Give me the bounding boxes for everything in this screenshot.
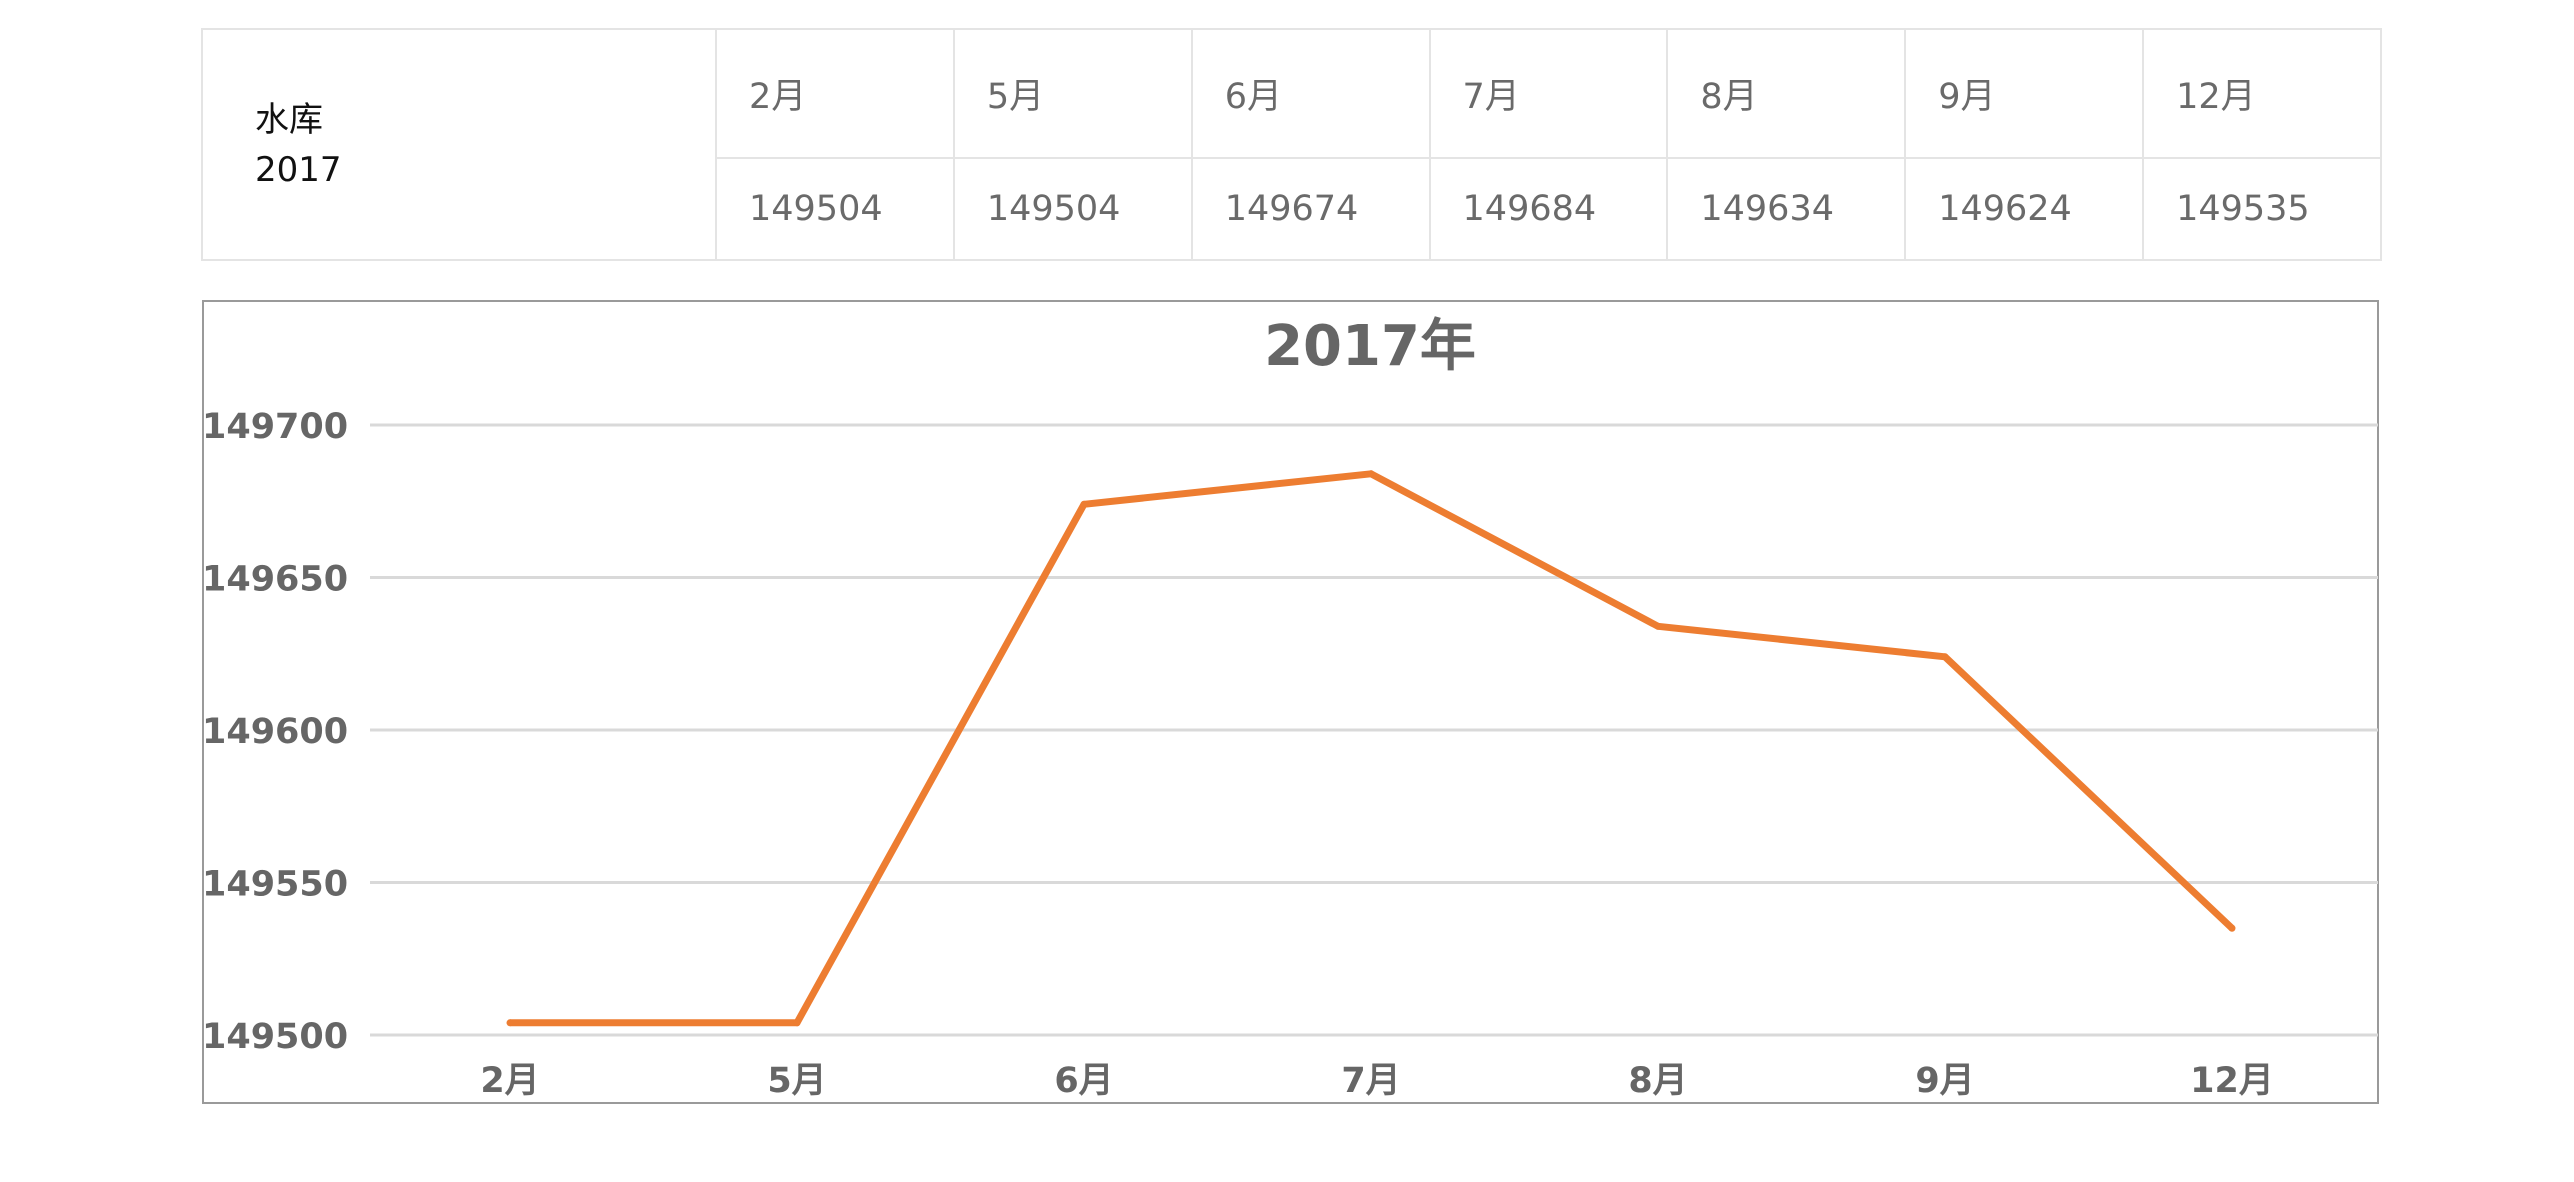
grid-lines <box>370 423 2378 1037</box>
y-tick-label: 149550 <box>202 865 348 905</box>
series-layer <box>506 470 2236 1027</box>
table-label-cell: 水库 2017 <box>201 28 717 261</box>
chart-frame <box>202 300 2379 1104</box>
table-value-cell: 149535 <box>2142 156 2382 262</box>
table-month-cell: 2月 <box>715 28 955 159</box>
x-axis-tick-labels: 2月 5月 6月 7月 8月 9月 12月 <box>480 1061 2274 1101</box>
table-value-cell: 149504 <box>952 156 1193 262</box>
data-point <box>1941 653 1949 661</box>
table-month-cell: 7月 <box>1428 28 1669 159</box>
table-value-cell: 149634 <box>1666 156 1907 262</box>
table-month-cell: 12月 <box>2142 28 2382 159</box>
table-value-cell: 149684 <box>1428 156 1669 262</box>
table-month-cell: 9月 <box>1904 28 2145 159</box>
data-point <box>1367 470 1375 478</box>
x-tick-label: 9月 <box>1915 1061 1974 1101</box>
x-tick-label: 7月 <box>1341 1061 1400 1101</box>
data-point <box>1080 500 1088 508</box>
x-tick-label: 6月 <box>1054 1061 1113 1101</box>
data-point <box>506 1019 514 1027</box>
table-label-year: 2017 <box>255 149 342 190</box>
data-point <box>1654 622 1662 630</box>
data-table: 水库 2017 2月 5月 6月 7月 8月 9月 12月 149504 149… <box>201 28 2382 262</box>
x-tick-label: 2月 <box>480 1061 539 1101</box>
table-month-cell: 5月 <box>952 28 1193 159</box>
y-axis-tick-labels: 149500 149550 149600 149650 149700 <box>202 407 348 1057</box>
data-point <box>2228 924 2236 932</box>
table-value-cell: 149504 <box>715 156 955 262</box>
x-tick-label: 5月 <box>767 1061 826 1101</box>
series-line <box>510 470 2235 1027</box>
table-value-cell: 149674 <box>1190 156 1431 262</box>
table-label-reservoir: 水库 <box>255 99 323 140</box>
y-tick-label: 149600 <box>202 712 348 752</box>
x-tick-label: 12月 <box>2190 1061 2274 1101</box>
y-tick-label: 149700 <box>202 407 348 447</box>
data-point <box>793 1019 801 1027</box>
table-row-months: 水库 2017 2月 5月 6月 7月 8月 9月 12月 <box>201 28 2382 261</box>
y-tick-label: 149500 <box>202 1017 348 1057</box>
table-row-values: 149504 149504 149674 149684 149634 14962… <box>202 156 2382 262</box>
chart-title: 2017年 <box>1264 314 1476 379</box>
y-tick-label: 149650 <box>202 560 348 600</box>
table-month-cell: 8月 <box>1666 28 1907 159</box>
table-value-cell: 149624 <box>1904 156 2145 262</box>
table-month-cell: 6月 <box>1190 28 1431 159</box>
x-tick-label: 8月 <box>1628 1061 1687 1101</box>
